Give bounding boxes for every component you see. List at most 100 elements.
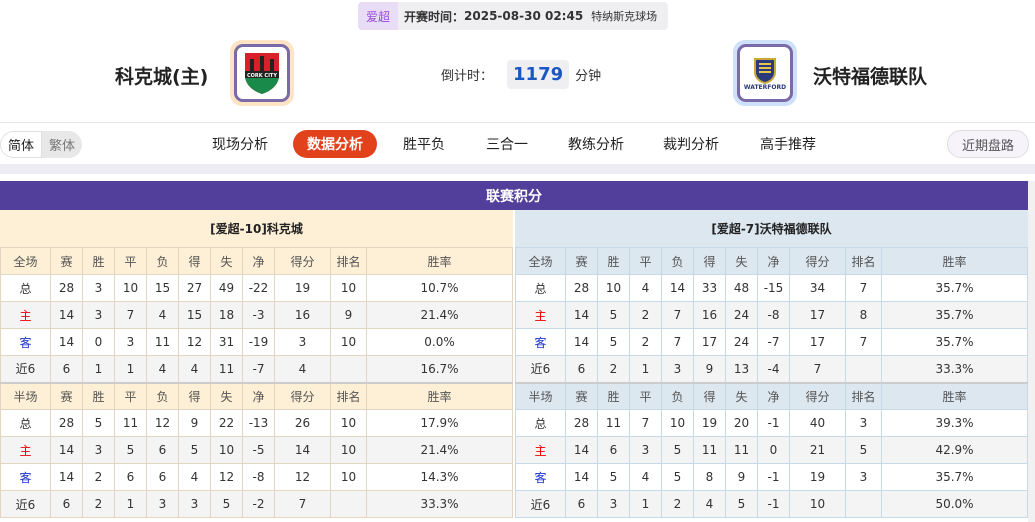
table-cell: 49 <box>210 274 243 302</box>
table-cell: 3 <box>82 436 115 464</box>
countdown-unit: 分钟 <box>575 69 602 84</box>
table-cell: 8 <box>845 301 882 329</box>
table-cell: 10 <box>330 274 367 302</box>
table-cell: 33 <box>693 274 726 302</box>
table-cell: 14 <box>50 463 83 491</box>
table-cell: 21 <box>789 436 846 464</box>
table-cell: 5 <box>661 436 694 464</box>
column-header: 赛 <box>50 247 83 275</box>
column-header: 得 <box>178 247 211 275</box>
table-cell: 2 <box>82 463 115 491</box>
tab-live-analysis[interactable]: 现场分析 <box>212 137 268 153</box>
column-header: 得 <box>693 381 726 410</box>
table-cell: 2 <box>629 301 662 329</box>
table-cell: -8 <box>242 463 275 491</box>
table-cell: -5 <box>242 436 275 464</box>
column-header: 净 <box>242 381 275 410</box>
table-cell: 14 <box>565 463 598 491</box>
language-toggle[interactable]: 简体 繁体 <box>0 131 83 158</box>
row-label: 近6 <box>515 355 566 383</box>
table-cell: 35.7% <box>881 301 1028 329</box>
column-header: 胜率 <box>881 247 1028 275</box>
table-cell: 7 <box>114 301 147 329</box>
table-cell: 6 <box>565 355 598 383</box>
table-cell: 3 <box>82 301 115 329</box>
table-cell: 3 <box>178 490 211 518</box>
table-cell: 5 <box>597 301 630 329</box>
nav-bar: 简体 繁体 现场分析 数据分析 胜平负 三合一 教练分析 裁判分析 高手推荐 近… <box>0 122 1035 164</box>
countdown: 倒计时： 1179 分钟 <box>441 60 601 89</box>
row-label: 客 <box>515 328 566 356</box>
table-cell: 5 <box>210 490 243 518</box>
table-cell: 9 <box>725 463 758 491</box>
table-cell: -7 <box>757 328 790 356</box>
table-cell: 17 <box>789 328 846 356</box>
recent-odds-button[interactable]: 近期盘路 <box>947 130 1029 158</box>
kickoff-label: 开赛时间： <box>404 9 465 24</box>
table-cell: 12 <box>178 328 211 356</box>
table-cell: 11 <box>597 409 630 437</box>
table-cell: 3 <box>845 409 882 437</box>
column-header: 排名 <box>330 247 367 275</box>
table-cell: 3 <box>629 436 662 464</box>
tab-referee-analysis[interactable]: 裁判分析 <box>663 137 719 153</box>
scrollbar[interactable] <box>1028 181 1035 522</box>
countdown-label: 倒计时： <box>441 69 494 84</box>
table-cell: 4 <box>274 355 331 383</box>
table-cell: 3 <box>274 328 331 356</box>
row-label: 主 <box>515 436 566 464</box>
away-team-logo[interactable]: WATERFORD <box>733 40 797 106</box>
table-cell: 3 <box>597 490 630 518</box>
table-row: 客 14 5 2 7 17 24 -7 17 7 35.7% <box>515 328 1028 356</box>
table-cell: 8 <box>693 463 726 491</box>
table-cell: 10 <box>597 274 630 302</box>
table-cell: 28 <box>565 409 598 437</box>
tab-expert-picks[interactable]: 高手推荐 <box>760 137 816 153</box>
table-cell: 10 <box>330 463 367 491</box>
table-cell: 4 <box>693 490 726 518</box>
table-cell: 18 <box>210 301 243 329</box>
tab-data-analysis[interactable]: 数据分析 <box>293 130 377 158</box>
table-cell: 31 <box>210 328 243 356</box>
column-header: 平 <box>114 247 147 275</box>
table-cell: 1 <box>629 490 662 518</box>
table-cell: 0 <box>82 328 115 356</box>
countdown-value: 1179 <box>507 60 570 89</box>
kickoff-time: 2025-08-30 02:45 <box>464 9 584 23</box>
table-cell: 6 <box>146 436 179 464</box>
table-cell: 7 <box>661 328 694 356</box>
column-header-row: 半场赛胜平负得失净得分 排名 胜率 <box>0 381 513 410</box>
column-header: 半场 <box>515 381 566 410</box>
league-badge[interactable]: 爱超 <box>358 2 399 30</box>
table-cell: 12 <box>146 409 179 437</box>
table-cell: 50.0% <box>881 490 1028 518</box>
tab-coach-analysis[interactable]: 教练分析 <box>568 137 624 153</box>
table-cell: 35.7% <box>881 274 1028 302</box>
table-cell: 4 <box>178 463 211 491</box>
table-cell: 7 <box>661 301 694 329</box>
lang-traditional[interactable]: 繁体 <box>49 139 76 154</box>
table-cell: -13 <box>242 409 275 437</box>
table-cell: 6 <box>146 463 179 491</box>
home-team-name[interactable]: 科克城(主) <box>115 66 209 88</box>
table-cell: 27 <box>178 274 211 302</box>
table-cell: 1 <box>82 355 115 383</box>
away-team-name[interactable]: 沃特福德联队 <box>813 66 928 88</box>
column-header-row: 半场赛胜平负得失净得分 排名 胜率 <box>515 381 1028 410</box>
lang-simplified[interactable]: 简体 <box>0 131 43 158</box>
table-cell: -1 <box>757 409 790 437</box>
table-cell: 6 <box>50 490 83 518</box>
table-cell: 5 <box>82 409 115 437</box>
column-header: 失 <box>725 381 758 410</box>
home-team-logo[interactable]: CORK CITY <box>230 40 294 106</box>
table-cell: 13 <box>725 355 758 383</box>
column-header: 得分 <box>789 247 846 275</box>
tab-three-in-one[interactable]: 三合一 <box>486 137 528 153</box>
home-standings-table: 全场赛胜平负得失净得分 排名 胜率总 28 3 10 15 27 49 -22 19 10 10.7% 主… <box>0 247 513 518</box>
tab-1x2[interactable]: 胜平负 <box>403 137 445 153</box>
row-label: 近6 <box>0 490 51 518</box>
table-cell: 11 <box>693 436 726 464</box>
table-cell: 2 <box>629 328 662 356</box>
table-cell: 3 <box>146 490 179 518</box>
table-cell: 42.9% <box>881 436 1028 464</box>
